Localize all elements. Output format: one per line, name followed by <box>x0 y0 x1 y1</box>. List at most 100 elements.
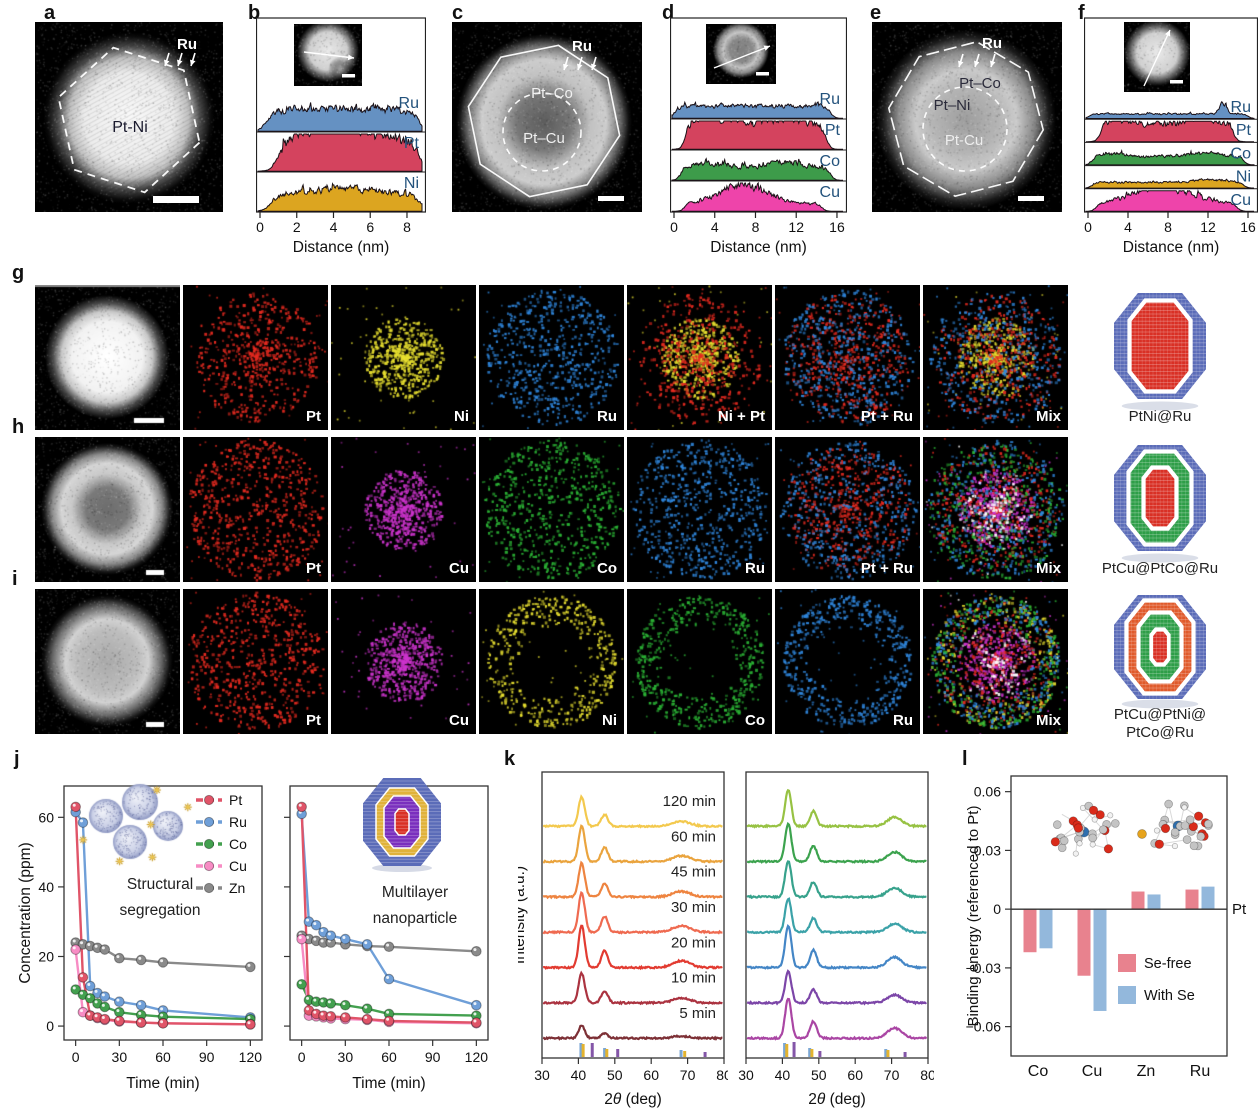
molecule-atom <box>1095 810 1105 820</box>
x-tick-label: 0 <box>670 219 678 235</box>
x-tick-label: 16 <box>829 219 845 235</box>
eds-map-g-ni-pt: Ni + Pt <box>627 285 772 430</box>
haadf-image-i <box>35 589 180 734</box>
category-label: Co <box>1028 1063 1049 1080</box>
eds-map-h-mix: Mix <box>923 437 1068 582</box>
data-point-ru <box>325 930 337 941</box>
reference-tick <box>679 1050 683 1057</box>
eds-map-h-cu: Cu <box>331 437 476 582</box>
x-tick-label: 2 <box>293 219 301 235</box>
panel-letter-h: h <box>12 416 25 438</box>
xrd-trace-20 min <box>542 924 723 971</box>
line-chart: 0 20 40 60 0 30 60 90 120 Time (min) Concentration… <box>17 785 263 1092</box>
ru-surface-label: Ru <box>982 35 1002 52</box>
data-point-zn <box>245 961 256 973</box>
data-point-zn <box>135 954 147 966</box>
xrd-chart-left: 30 40 50 60 70 80 2θ (deg) Intensity (a.u.) 5 mi… <box>518 754 728 1108</box>
trace-label-ru: Ru <box>1231 99 1251 116</box>
molecule-atom <box>1154 839 1164 849</box>
model-ptcu-ptco-ru-svg <box>1114 445 1206 563</box>
inset-layer-3 <box>394 808 410 836</box>
x-tick-label: 60 <box>643 1067 659 1083</box>
map-element-label: Pt <box>306 408 321 425</box>
reference-tick <box>605 1049 609 1057</box>
stem-image-overlay: Pt-Ni Ru <box>57 36 201 203</box>
map-canvas <box>627 285 772 430</box>
profile-trace-cu <box>1085 189 1254 212</box>
eds-map-g-mix: Mix <box>923 285 1068 430</box>
xrd-trace-120 min <box>543 794 723 829</box>
trace-label-cu: Cu <box>820 184 840 201</box>
map-canvas <box>183 589 328 734</box>
eds-map-g-pt: Pt <box>183 285 328 430</box>
scale-bar <box>153 196 199 203</box>
eds-map-h-ru: Ru <box>627 437 772 582</box>
y-tick-label: 0 <box>46 1018 54 1034</box>
baseline-label-pt: Pt <box>1232 901 1247 918</box>
data-point-zn <box>114 952 125 964</box>
plot-box <box>1010 775 1228 1057</box>
xrd-trace-5 <box>747 821 927 864</box>
trace-label-ni: Ni <box>404 175 419 192</box>
binding-energy-bar-chart: 0.06 0.03 0 −0.03 −0.06 Binding energy (refer… <box>966 750 1258 1111</box>
x-tick-label: 40 <box>775 1067 791 1083</box>
legend-label-pt: Pt <box>229 792 242 808</box>
eds-map-i-mix: Mix <box>923 589 1068 734</box>
core-region-label: Pt-Cu <box>945 132 983 149</box>
map-element-label: Ni + Pt <box>717 408 765 425</box>
map-canvas <box>479 285 624 430</box>
haadf-image-g <box>35 285 180 430</box>
profile-trace-ni <box>1085 178 1255 189</box>
x-tick-label: 30 <box>534 1067 550 1083</box>
map-element-label: Pt <box>306 712 321 729</box>
map-element-label: Ru <box>597 408 617 425</box>
x-tick-label: 8 <box>752 219 760 235</box>
stem-image-overlay: Pt–Co Pt–Cu Ru <box>467 38 624 201</box>
x-tick-label: 8 <box>403 219 411 235</box>
y-axis-label: Intensity (a.u.) <box>518 866 528 964</box>
bar-zn-se-free <box>1131 891 1145 910</box>
molecule-atom <box>1185 815 1195 825</box>
y-tick-label: −0.06 <box>966 1019 1001 1035</box>
molecule-atom <box>1164 799 1173 809</box>
map-canvas <box>35 589 180 734</box>
molecule-atom <box>1188 821 1198 832</box>
molecule-atom <box>1103 844 1114 854</box>
line-chart: 0 30 60 90 120 Time (min) <box>284 785 489 1092</box>
reference-tick <box>818 1051 822 1057</box>
x-tick-label: 6 <box>366 219 374 235</box>
map-canvas <box>331 589 476 734</box>
stem-image-canvas <box>452 22 642 212</box>
x-tick-label: 0 <box>1084 219 1092 235</box>
model-shadow <box>1121 553 1199 563</box>
eds-map-g-pt-ru: Pt + Ru <box>775 285 920 430</box>
x-tick-label: 50 <box>607 1067 623 1083</box>
profile-trace-pt <box>672 120 843 150</box>
data-point-pt <box>471 1017 482 1028</box>
map-canvas <box>183 285 328 430</box>
ru-surface-label: Ru <box>177 36 197 53</box>
data-point-co <box>99 1001 111 1013</box>
molecule-atom <box>1073 823 1084 833</box>
trace-label-cu: Cu <box>1231 192 1251 209</box>
map-canvas <box>775 589 920 734</box>
y-tick-label: 0 <box>993 901 1001 917</box>
x-tick-label: 60 <box>381 1049 397 1065</box>
molecule-atom <box>1050 837 1060 847</box>
stem-image-canvas <box>872 22 1062 212</box>
bar-co-se-free <box>1023 909 1037 953</box>
model-label-g: PtNi@Ru <box>1128 408 1192 425</box>
x-tick-label: 30 <box>112 1049 128 1065</box>
map-element-label: Ni <box>454 408 469 425</box>
map-canvas <box>35 437 180 582</box>
reference-tick <box>792 1042 796 1057</box>
panel-letter-c: c <box>452 2 464 24</box>
reference-tick <box>603 1048 607 1057</box>
y-tick-label: 0.06 <box>974 784 1001 800</box>
molecule-atom <box>1137 829 1147 839</box>
ru-surface-label: Ru <box>572 38 592 55</box>
data-point-ru <box>99 991 111 1002</box>
reference-tick <box>616 1049 620 1057</box>
trace-time-label: 20 min <box>671 934 716 951</box>
